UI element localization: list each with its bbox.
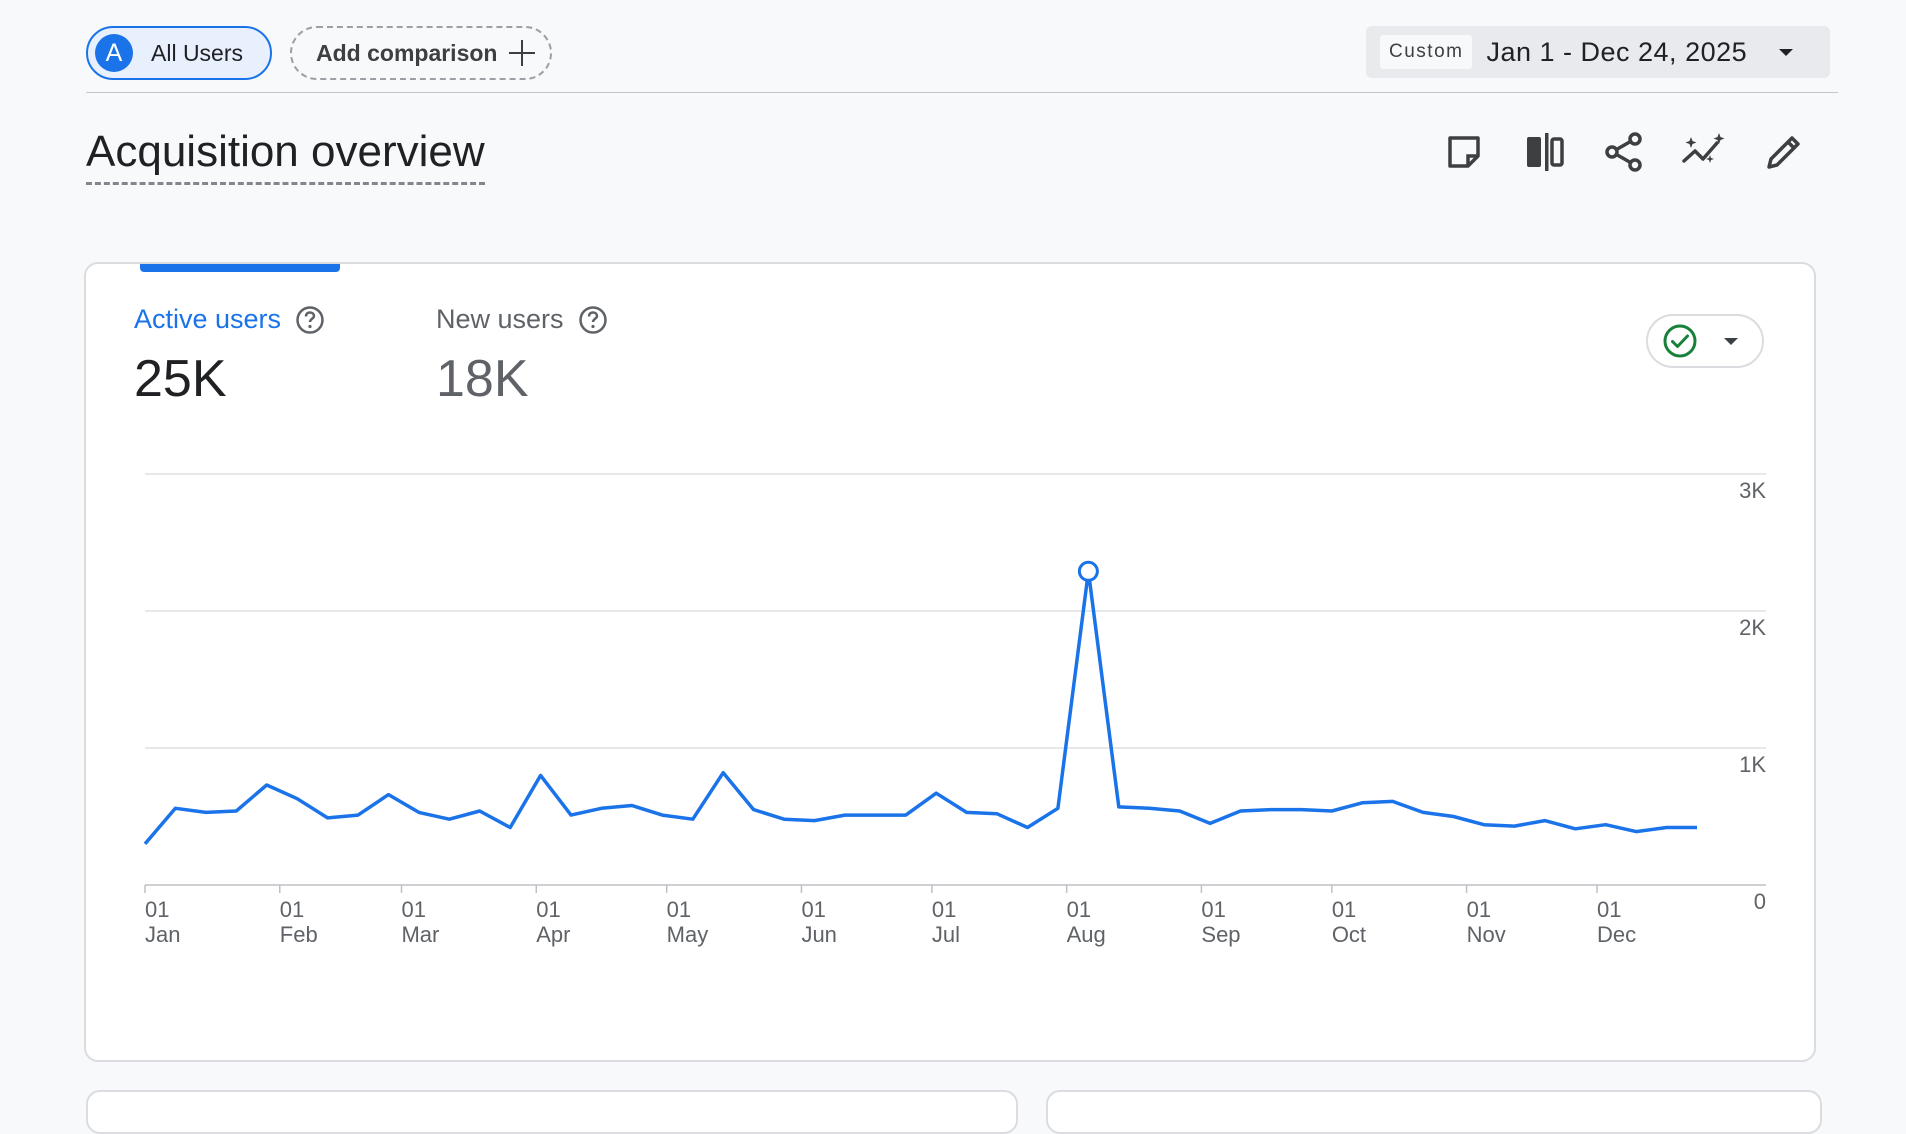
x-tick-month: Jun <box>801 922 836 947</box>
date-tag: Custom <box>1380 35 1473 69</box>
edit-icon[interactable] <box>1760 128 1808 176</box>
x-tick-month: Mar <box>401 922 439 947</box>
metric-label: New users <box>436 304 564 334</box>
x-tick-day: 01 <box>401 897 425 922</box>
x-tick-month: Apr <box>536 922 570 947</box>
metric-label: Active users <box>134 304 282 334</box>
chevron-down-icon <box>1779 48 1794 56</box>
metric-tab-new-users[interactable]: New users 18K <box>436 304 608 409</box>
y-tick-label: 1K <box>1739 752 1766 777</box>
x-tick-day: 01 <box>1201 897 1225 922</box>
date-range-label: Jan 1 - Dec 24, 2025 <box>1486 36 1748 67</box>
x-tick-month: Jan <box>145 922 180 947</box>
x-tick-month: Aug <box>1067 922 1106 947</box>
series-line-active-users <box>143 569 1697 846</box>
y-tick-label: 2K <box>1739 615 1766 640</box>
selected-tab-indicator <box>140 264 340 272</box>
date-range-picker[interactable]: Custom Jan 1 - Dec 24, 2025 <box>1366 26 1830 78</box>
secondary-card-right <box>1046 1090 1822 1134</box>
top-bar: A All Users Add comparison Custom Jan 1 … <box>86 26 1838 93</box>
segment-avatar: A <box>95 34 133 72</box>
segment-chip-all-users[interactable]: A All Users <box>86 26 272 80</box>
plus-icon <box>509 40 536 66</box>
x-tick-day: 01 <box>536 897 560 922</box>
y-tick-label: 3K <box>1739 478 1766 503</box>
x-tick-month: Dec <box>1597 922 1636 947</box>
segment-label: All Users <box>151 39 244 66</box>
add-comparison-label: Add comparison <box>316 39 498 66</box>
x-tick-month: Feb <box>280 922 318 947</box>
x-tick-day: 01 <box>667 897 691 922</box>
x-tick-day: 01 <box>1597 897 1621 922</box>
add-comparison-button[interactable]: Add comparison <box>290 26 552 80</box>
x-tick-day: 01 <box>932 897 956 922</box>
x-tick-day: 01 <box>1332 897 1356 922</box>
metric-tab-active-users[interactable]: Active users 25K <box>134 304 325 409</box>
secondary-card-left <box>86 1090 1018 1134</box>
compare-icon[interactable] <box>1520 128 1568 176</box>
x-tick-day: 01 <box>1067 897 1091 922</box>
x-tick-day: 01 <box>280 897 304 922</box>
metrics-card: Active users 25K New users 18K 3K 2K 1K 0 0… <box>84 262 1816 1062</box>
x-tick-day: 01 <box>1467 897 1491 922</box>
share-icon[interactable] <box>1600 128 1648 176</box>
x-tick-month: Oct <box>1332 922 1366 947</box>
check-circle-icon <box>1663 324 1697 358</box>
page-title[interactable]: Acquisition overview <box>86 126 485 185</box>
highlighted-data-point[interactable] <box>1077 560 1099 582</box>
page-toolbar <box>1440 128 1808 176</box>
data-quality-dropdown[interactable] <box>1646 314 1764 368</box>
x-tick-month: Jul <box>932 922 960 947</box>
help-icon[interactable] <box>578 305 608 335</box>
help-icon[interactable] <box>295 305 325 335</box>
x-tick-month: May <box>667 922 709 947</box>
x-tick-month: Nov <box>1467 922 1506 947</box>
note-icon[interactable] <box>1440 128 1488 176</box>
x-tick-day: 01 <box>801 897 825 922</box>
metric-value: 18K <box>436 350 529 408</box>
x-tick-day: 01 <box>145 897 169 922</box>
x-tick-month: Sep <box>1201 922 1240 947</box>
metric-value: 25K <box>134 350 227 408</box>
chevron-down-icon <box>1724 337 1738 345</box>
y-tick-label: 0 <box>1754 889 1766 914</box>
insights-icon[interactable] <box>1680 128 1728 176</box>
